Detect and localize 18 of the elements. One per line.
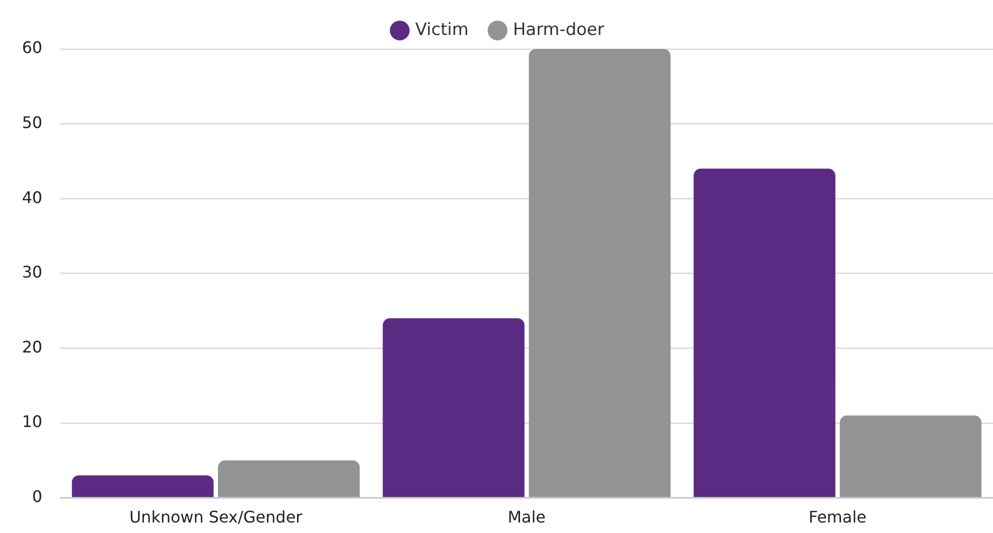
y-tick-label: 20: [22, 337, 42, 356]
y-tick-label: 50: [22, 112, 42, 132]
bar: [382, 318, 524, 498]
y-tick-label: 60: [22, 38, 42, 58]
bar: [218, 460, 360, 498]
y-tick-label: 30: [22, 262, 42, 282]
legend-label: Victim: [415, 20, 469, 40]
bar: [694, 168, 836, 498]
bar: [528, 49, 671, 498]
x-tick-label: Unknown Sex/Gender: [129, 508, 303, 527]
x-tick-label: Female: [808, 508, 866, 527]
y-tick-label: 40: [22, 188, 42, 207]
y-tick-label: 0: [32, 486, 42, 506]
bar: [840, 416, 982, 498]
y-tick-label: 10: [22, 412, 42, 432]
bar: [72, 475, 214, 498]
x-tick-label: Male: [508, 508, 546, 527]
legend-label: Harm-doer: [513, 20, 604, 40]
